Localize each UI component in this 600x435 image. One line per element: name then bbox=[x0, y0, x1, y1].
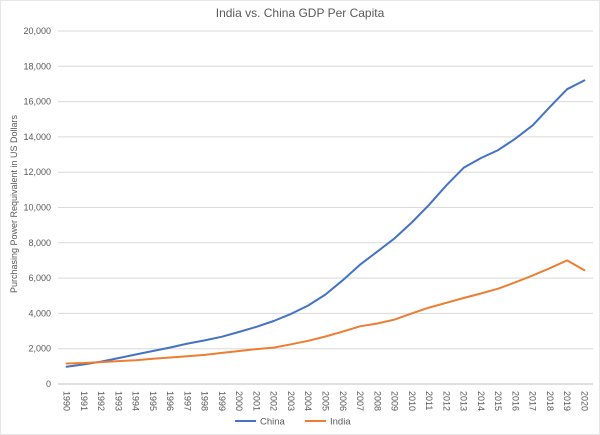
y-tick-label: 18,000 bbox=[23, 61, 51, 71]
x-tick-label: 1995 bbox=[148, 391, 158, 411]
x-tick-label: 2000 bbox=[234, 391, 244, 411]
x-tick-label: 2002 bbox=[269, 391, 279, 411]
x-tick-label: 2006 bbox=[338, 391, 348, 411]
x-tick-label: 2017 bbox=[528, 391, 538, 411]
y-tick-label: 14,000 bbox=[23, 132, 51, 142]
series-line-india bbox=[65, 259, 586, 365]
x-tick-label: 2008 bbox=[372, 391, 382, 411]
y-tick-label: 2,000 bbox=[28, 344, 51, 354]
x-tick-label: 2004 bbox=[303, 391, 313, 411]
x-tick-label: 1992 bbox=[96, 391, 106, 411]
x-tick-label: 1990 bbox=[62, 391, 72, 411]
x-tick-label: 2005 bbox=[321, 391, 331, 411]
y-tick-label: 10,000 bbox=[23, 203, 51, 213]
y-tick-label: 4,000 bbox=[28, 308, 51, 318]
legend-label-india: India bbox=[330, 417, 351, 428]
y-tick-label: 0 bbox=[46, 379, 51, 389]
x-tick-label: 2012 bbox=[441, 391, 451, 411]
x-tick-label: 2009 bbox=[390, 391, 400, 411]
x-tick-label: 2014 bbox=[476, 391, 486, 411]
y-tick-label: 8,000 bbox=[28, 238, 51, 248]
x-tick-label: 2019 bbox=[562, 391, 572, 411]
y-tick-label: 20,000 bbox=[23, 26, 51, 36]
x-tick-label: 1993 bbox=[113, 391, 123, 411]
y-tick-label: 6,000 bbox=[28, 273, 51, 283]
x-tick-label: 2013 bbox=[459, 391, 469, 411]
x-tick-label: 1996 bbox=[165, 391, 175, 411]
x-tick-label: 2003 bbox=[286, 391, 296, 411]
y-tick-label: 16,000 bbox=[23, 97, 51, 107]
x-tick-label: 2007 bbox=[355, 391, 365, 411]
series-line-china bbox=[65, 79, 586, 368]
x-tick-label: 2011 bbox=[424, 391, 434, 410]
x-tick-label: 2015 bbox=[493, 391, 503, 411]
x-tick-label: 2016 bbox=[510, 391, 520, 411]
x-tick-label: 2010 bbox=[407, 391, 417, 411]
x-tick-label: 1994 bbox=[131, 391, 141, 411]
chart-title: India vs. China GDP Per Capita bbox=[215, 6, 385, 20]
x-tick-label: 2018 bbox=[545, 391, 555, 411]
x-tick-label: 2001 bbox=[251, 391, 261, 411]
y-tick-label: 12,000 bbox=[23, 167, 51, 177]
x-tick-label: 2020 bbox=[579, 391, 589, 411]
x-tick-label: 1998 bbox=[200, 391, 210, 411]
x-tick-label: 1999 bbox=[217, 391, 227, 411]
x-tick-label: 1997 bbox=[182, 391, 192, 411]
x-tick-label: 1991 bbox=[79, 391, 89, 411]
legend-label-china: China bbox=[260, 417, 286, 428]
